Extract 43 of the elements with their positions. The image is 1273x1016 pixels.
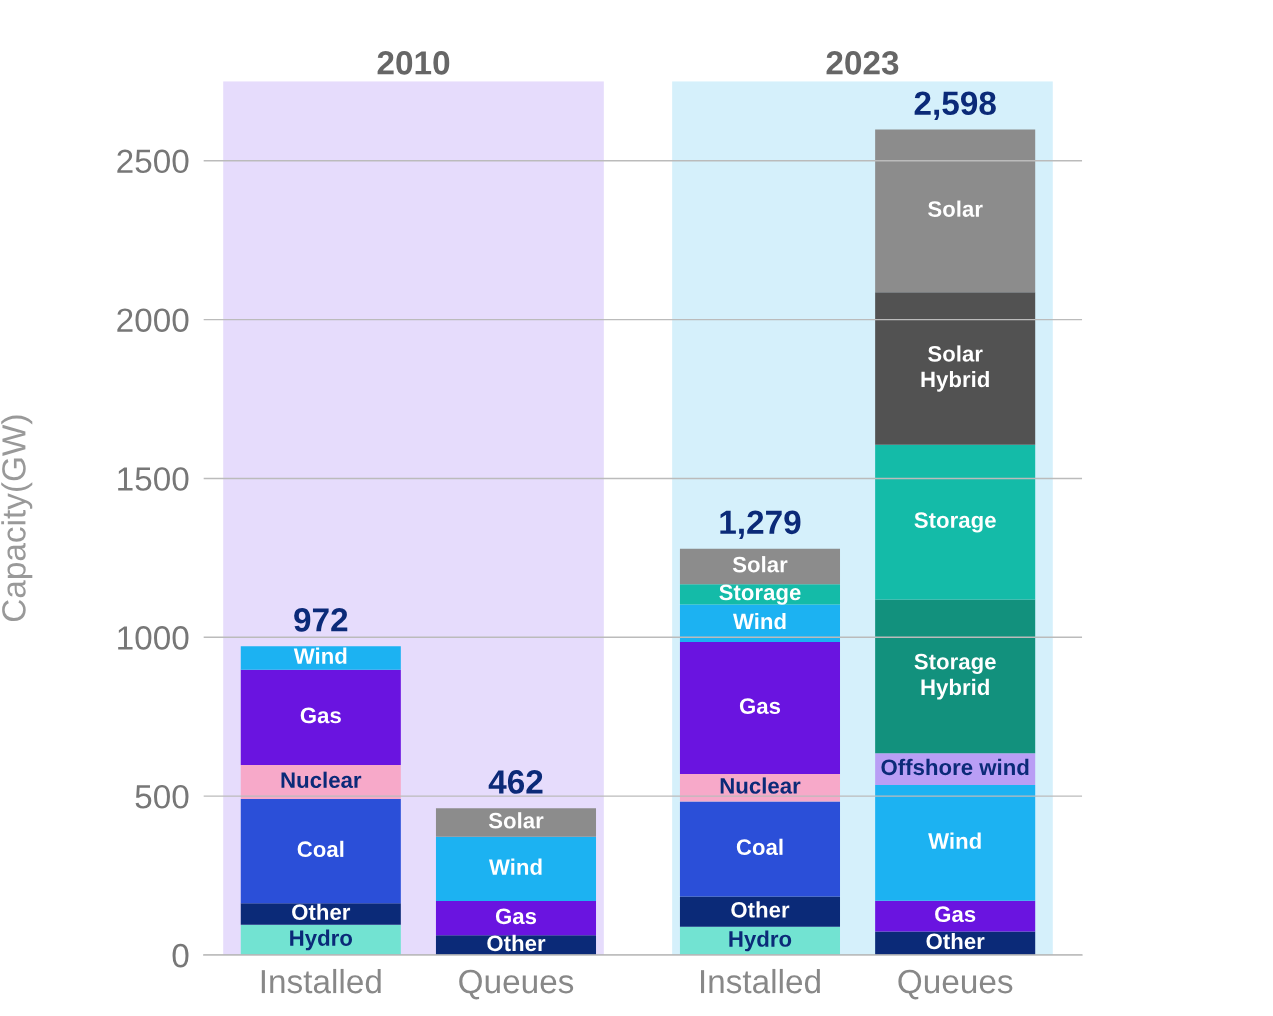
total-label: 2,598 [914,91,996,120]
text: Gas [495,908,537,925]
text: 2023 [826,51,899,75]
text: Coal [297,840,344,858]
series-label: Other [292,903,351,921]
text: Other [926,932,985,950]
series-label: Coal [736,838,783,856]
text: Wind [928,832,981,849]
series-label: Nuclear [720,777,801,794]
y-tick-label: 2500 [117,149,189,174]
text: Gas [739,698,781,714]
series-label: Offshore wind [881,758,1029,776]
text: Storage [914,512,996,533]
text: Wind [488,858,542,875]
series-label: Wind [293,647,347,664]
series-label: Solar [488,812,544,829]
text: Other [731,901,790,918]
x-tick-label: Queues [459,969,574,1000]
y-tick-label: 2000 [117,308,189,332]
text: Solar [732,556,788,573]
y-tick-label: 1500 [118,467,189,491]
text: Gas [300,707,341,724]
x-tick-label: Installed [700,968,820,994]
text: Hydro [290,929,353,951]
y-tick-label: 500 [135,784,189,809]
y-tick-label: 1000 [118,626,189,650]
series-label: Storage [719,584,801,605]
text: 2010 [377,51,450,75]
series-label: Hydro [729,930,792,952]
x-tick-label: Queues [898,969,1013,1000]
total-label: 462 [488,770,543,794]
y-axis-title: Capacity(GW) [1,415,33,622]
total-label: 1,279 [720,510,801,539]
text: Wind [732,612,786,630]
total-label: 972 [294,608,348,632]
text: Solar [928,200,983,217]
text: Other [487,934,546,952]
series-label: Storage Hybrid [914,653,996,700]
series-label: Solar Hybrid [921,345,989,392]
x-tick-label: Installed [261,968,381,994]
y-tick-label: 0 [172,943,189,968]
series-label: Gas [935,906,976,923]
text: Nuclear [281,771,362,788]
